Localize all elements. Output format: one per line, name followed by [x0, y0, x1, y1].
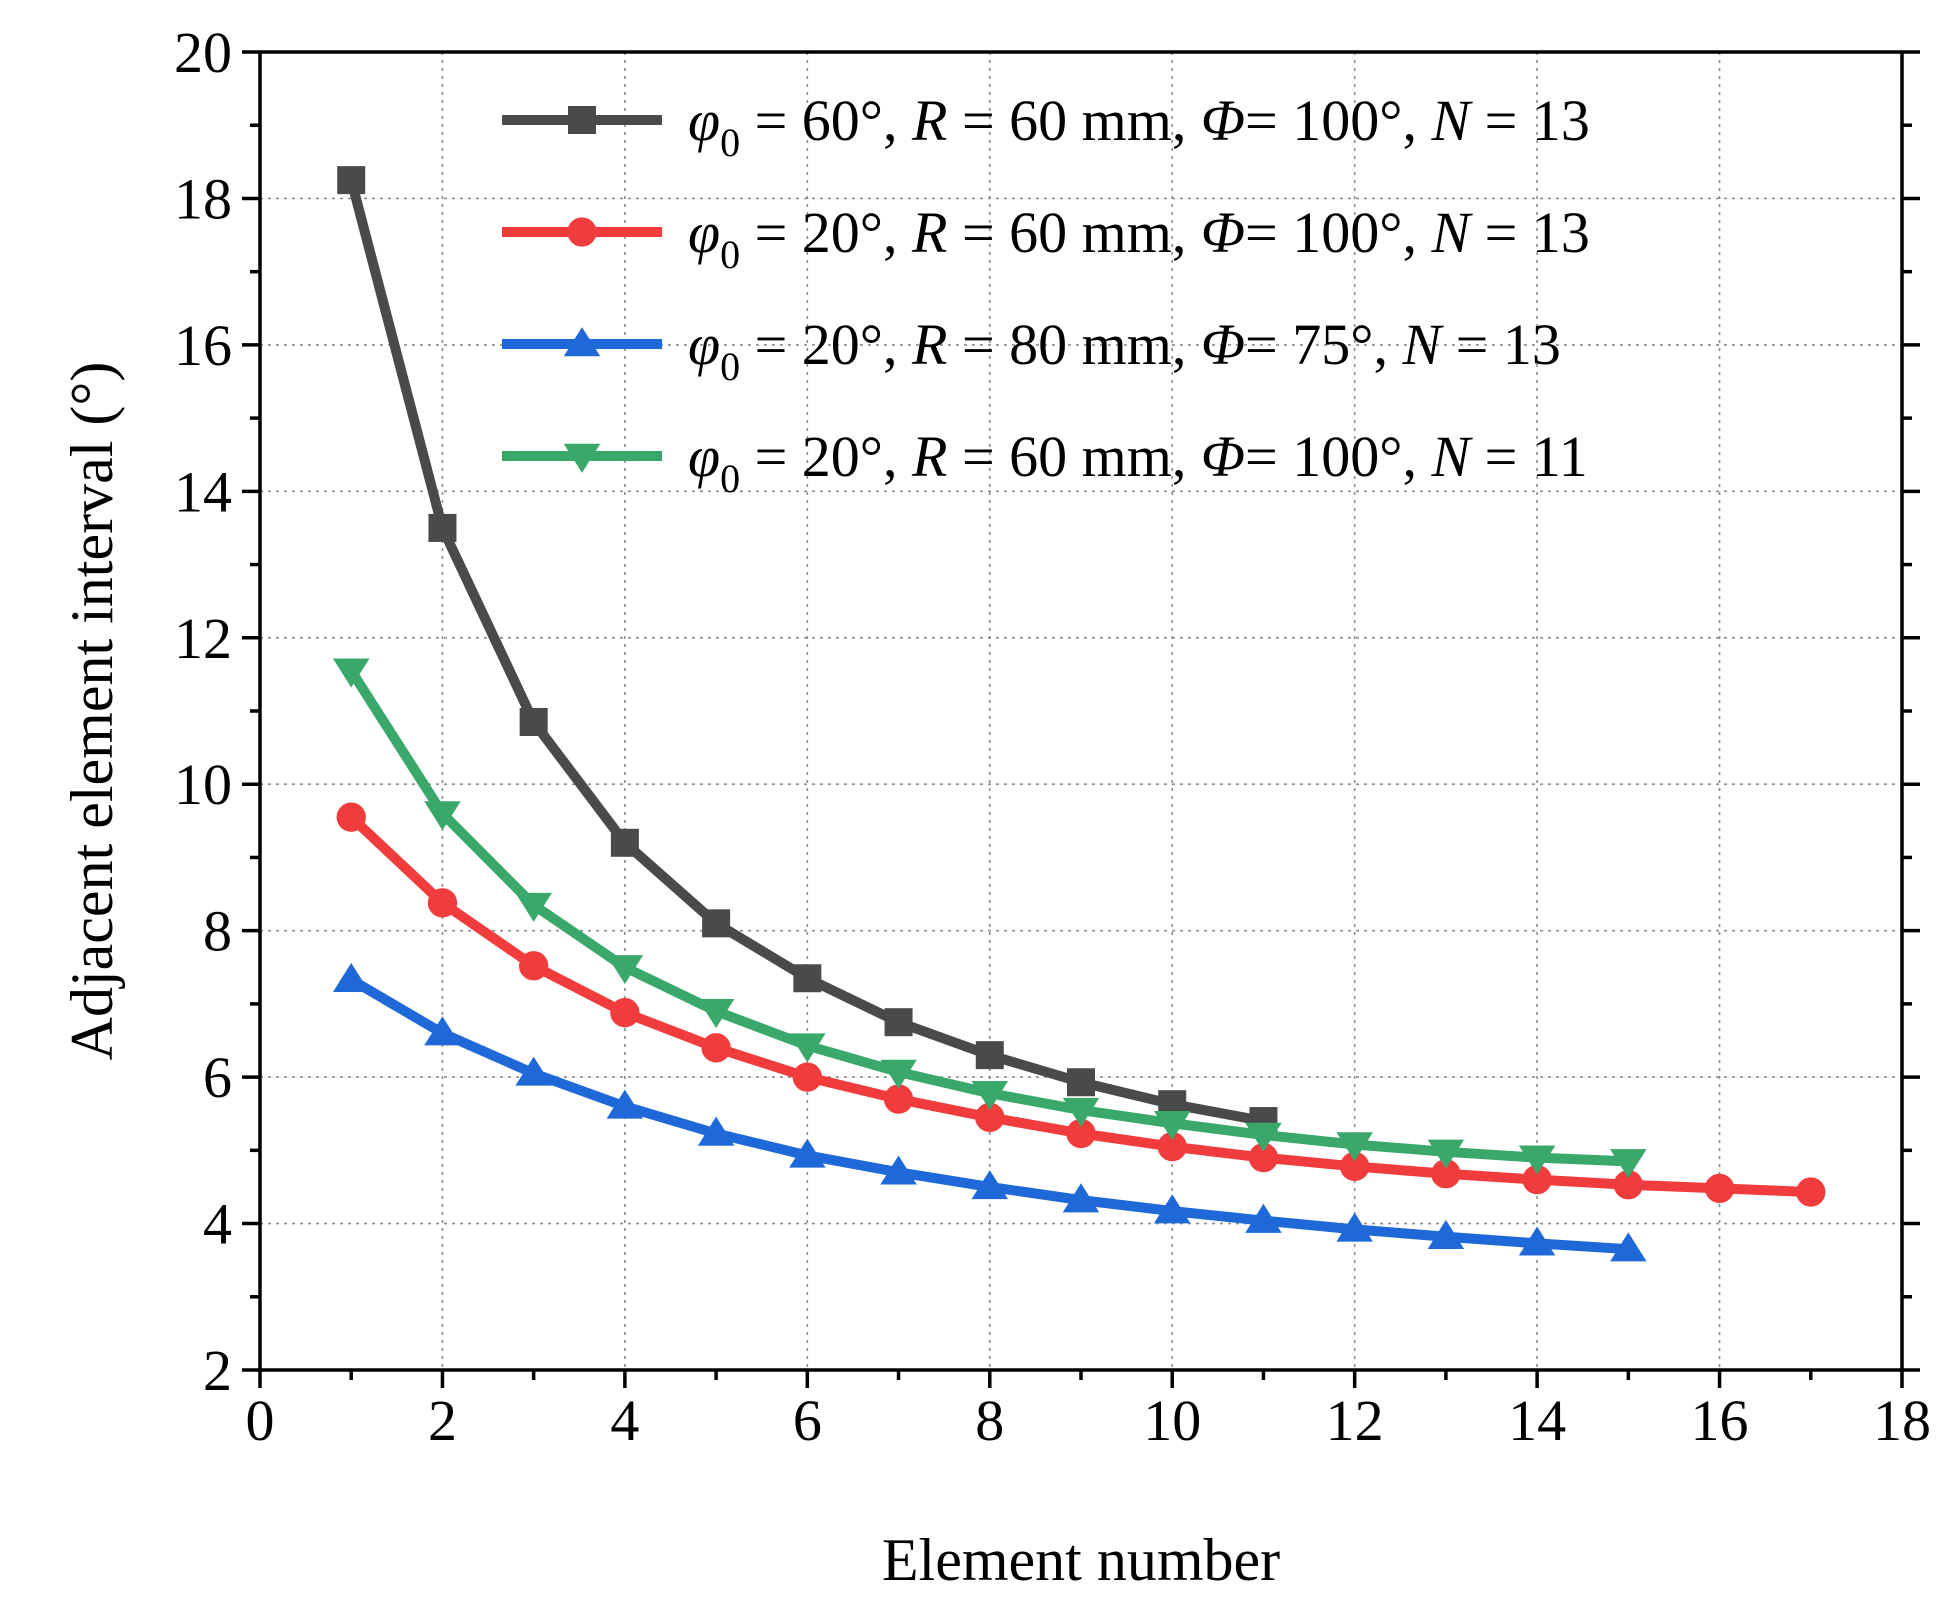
data-point	[880, 1155, 917, 1185]
y-tick-label: 6	[203, 1045, 232, 1110]
data-point	[1245, 1203, 1282, 1233]
data-point	[519, 707, 548, 736]
data-point	[567, 217, 597, 247]
y-tick-label: 20	[174, 20, 232, 85]
data-point	[1518, 1145, 1556, 1175]
data-point	[519, 951, 549, 981]
data-point	[971, 1170, 1009, 1200]
data-point	[337, 166, 366, 195]
y-tick-label: 4	[203, 1192, 232, 1257]
data-point	[336, 802, 366, 832]
data-point	[1245, 1122, 1282, 1152]
axis-ticks	[242, 50, 1920, 1388]
data-point	[701, 1033, 731, 1063]
data-point	[332, 658, 370, 688]
y-tick-label: 16	[174, 313, 232, 378]
y-tick-label: 12	[174, 606, 232, 671]
data-point	[515, 892, 552, 922]
data-point	[1518, 1226, 1556, 1256]
y-tick-label: 2	[203, 1338, 232, 1403]
data-point	[789, 1138, 826, 1168]
y-axis-title: Adjacent element interval (°)	[59, 362, 125, 1061]
data-point	[428, 513, 457, 542]
data-point	[1796, 1177, 1826, 1207]
data-point	[610, 828, 639, 857]
data-point	[702, 909, 731, 938]
y-tick-label: 8	[203, 899, 232, 964]
data-point	[606, 1089, 644, 1119]
data-point	[883, 1084, 914, 1114]
x-tick-label: 0	[246, 1388, 275, 1453]
data-point	[427, 888, 458, 918]
legend-label: φ0 = 20°, R = 80 mm, Φ= 75°, N = 13	[688, 312, 1561, 389]
legend-item-4: φ0 = 20°, R = 60 mm, Φ= 100°, N = 11	[502, 424, 1588, 501]
data-point	[1610, 1149, 1647, 1179]
data-point	[1427, 1139, 1465, 1169]
data-point	[793, 964, 822, 993]
x-tick-label: 10	[1143, 1388, 1201, 1453]
y-tick-label: 14	[174, 459, 232, 524]
data-point	[697, 998, 735, 1029]
data-point	[1427, 1219, 1465, 1249]
data-point	[792, 1062, 822, 1092]
data-point	[1610, 1232, 1647, 1262]
x-tick-label: 12	[1326, 1388, 1384, 1453]
data-point	[971, 1081, 1009, 1111]
x-tick-label: 18	[1873, 1388, 1931, 1453]
series-3	[332, 962, 1647, 1262]
x-tick-label: 16	[1691, 1388, 1749, 1453]
data-point	[884, 1008, 913, 1037]
data-point	[563, 327, 601, 357]
series-2	[336, 802, 1826, 1207]
plot-series	[332, 166, 1826, 1262]
data-point	[789, 1033, 826, 1063]
data-point	[1336, 1212, 1373, 1242]
data-point	[332, 962, 370, 992]
data-point	[975, 1041, 1004, 1070]
data-point	[606, 955, 644, 985]
data-point	[424, 1016, 461, 1046]
y-tick-label: 10	[174, 752, 232, 817]
data-point	[697, 1116, 735, 1146]
x-axis-title: Element number	[882, 1527, 1280, 1593]
data-point	[568, 106, 596, 134]
x-tick-label: 6	[793, 1388, 822, 1453]
data-point	[1336, 1132, 1373, 1162]
data-point	[1067, 1068, 1095, 1097]
series-1	[337, 166, 1278, 1136]
legend: φ0 = 60°, R = 60 mm, Φ= 100°, N = 13 φ0 =…	[502, 88, 1590, 501]
legend-item-2: φ0 = 20°, R = 60 mm, Φ= 100°, N = 13	[502, 200, 1590, 277]
data-point	[1153, 1111, 1191, 1141]
legend-label: φ0 = 20°, R = 60 mm, Φ= 100°, N = 13	[688, 200, 1590, 277]
series-4	[332, 658, 1647, 1179]
x-tick-label: 4	[610, 1388, 639, 1453]
legend-label: φ0 = 60°, R = 60 mm, Φ= 100°, N = 13	[688, 88, 1590, 165]
data-point	[424, 801, 461, 831]
data-point	[563, 443, 601, 473]
legend-label: φ0 = 20°, R = 60 mm, Φ= 100°, N = 11	[688, 424, 1588, 501]
legend-item-3: φ0 = 20°, R = 80 mm, Φ= 75°, N = 13	[502, 312, 1561, 389]
data-point	[1062, 1183, 1100, 1213]
legend-item-1: φ0 = 60°, R = 60 mm, Φ= 100°, N = 13	[502, 88, 1590, 165]
data-point	[1153, 1194, 1191, 1224]
x-tick-label: 2	[428, 1388, 457, 1453]
data-point	[1704, 1173, 1735, 1204]
data-point	[1062, 1097, 1100, 1127]
data-point	[610, 998, 640, 1028]
x-tick-label: 14	[1508, 1388, 1566, 1453]
data-point	[515, 1056, 552, 1086]
data-point	[880, 1059, 917, 1089]
y-tick-label: 18	[174, 166, 232, 231]
x-tick-label: 8	[975, 1388, 1004, 1453]
